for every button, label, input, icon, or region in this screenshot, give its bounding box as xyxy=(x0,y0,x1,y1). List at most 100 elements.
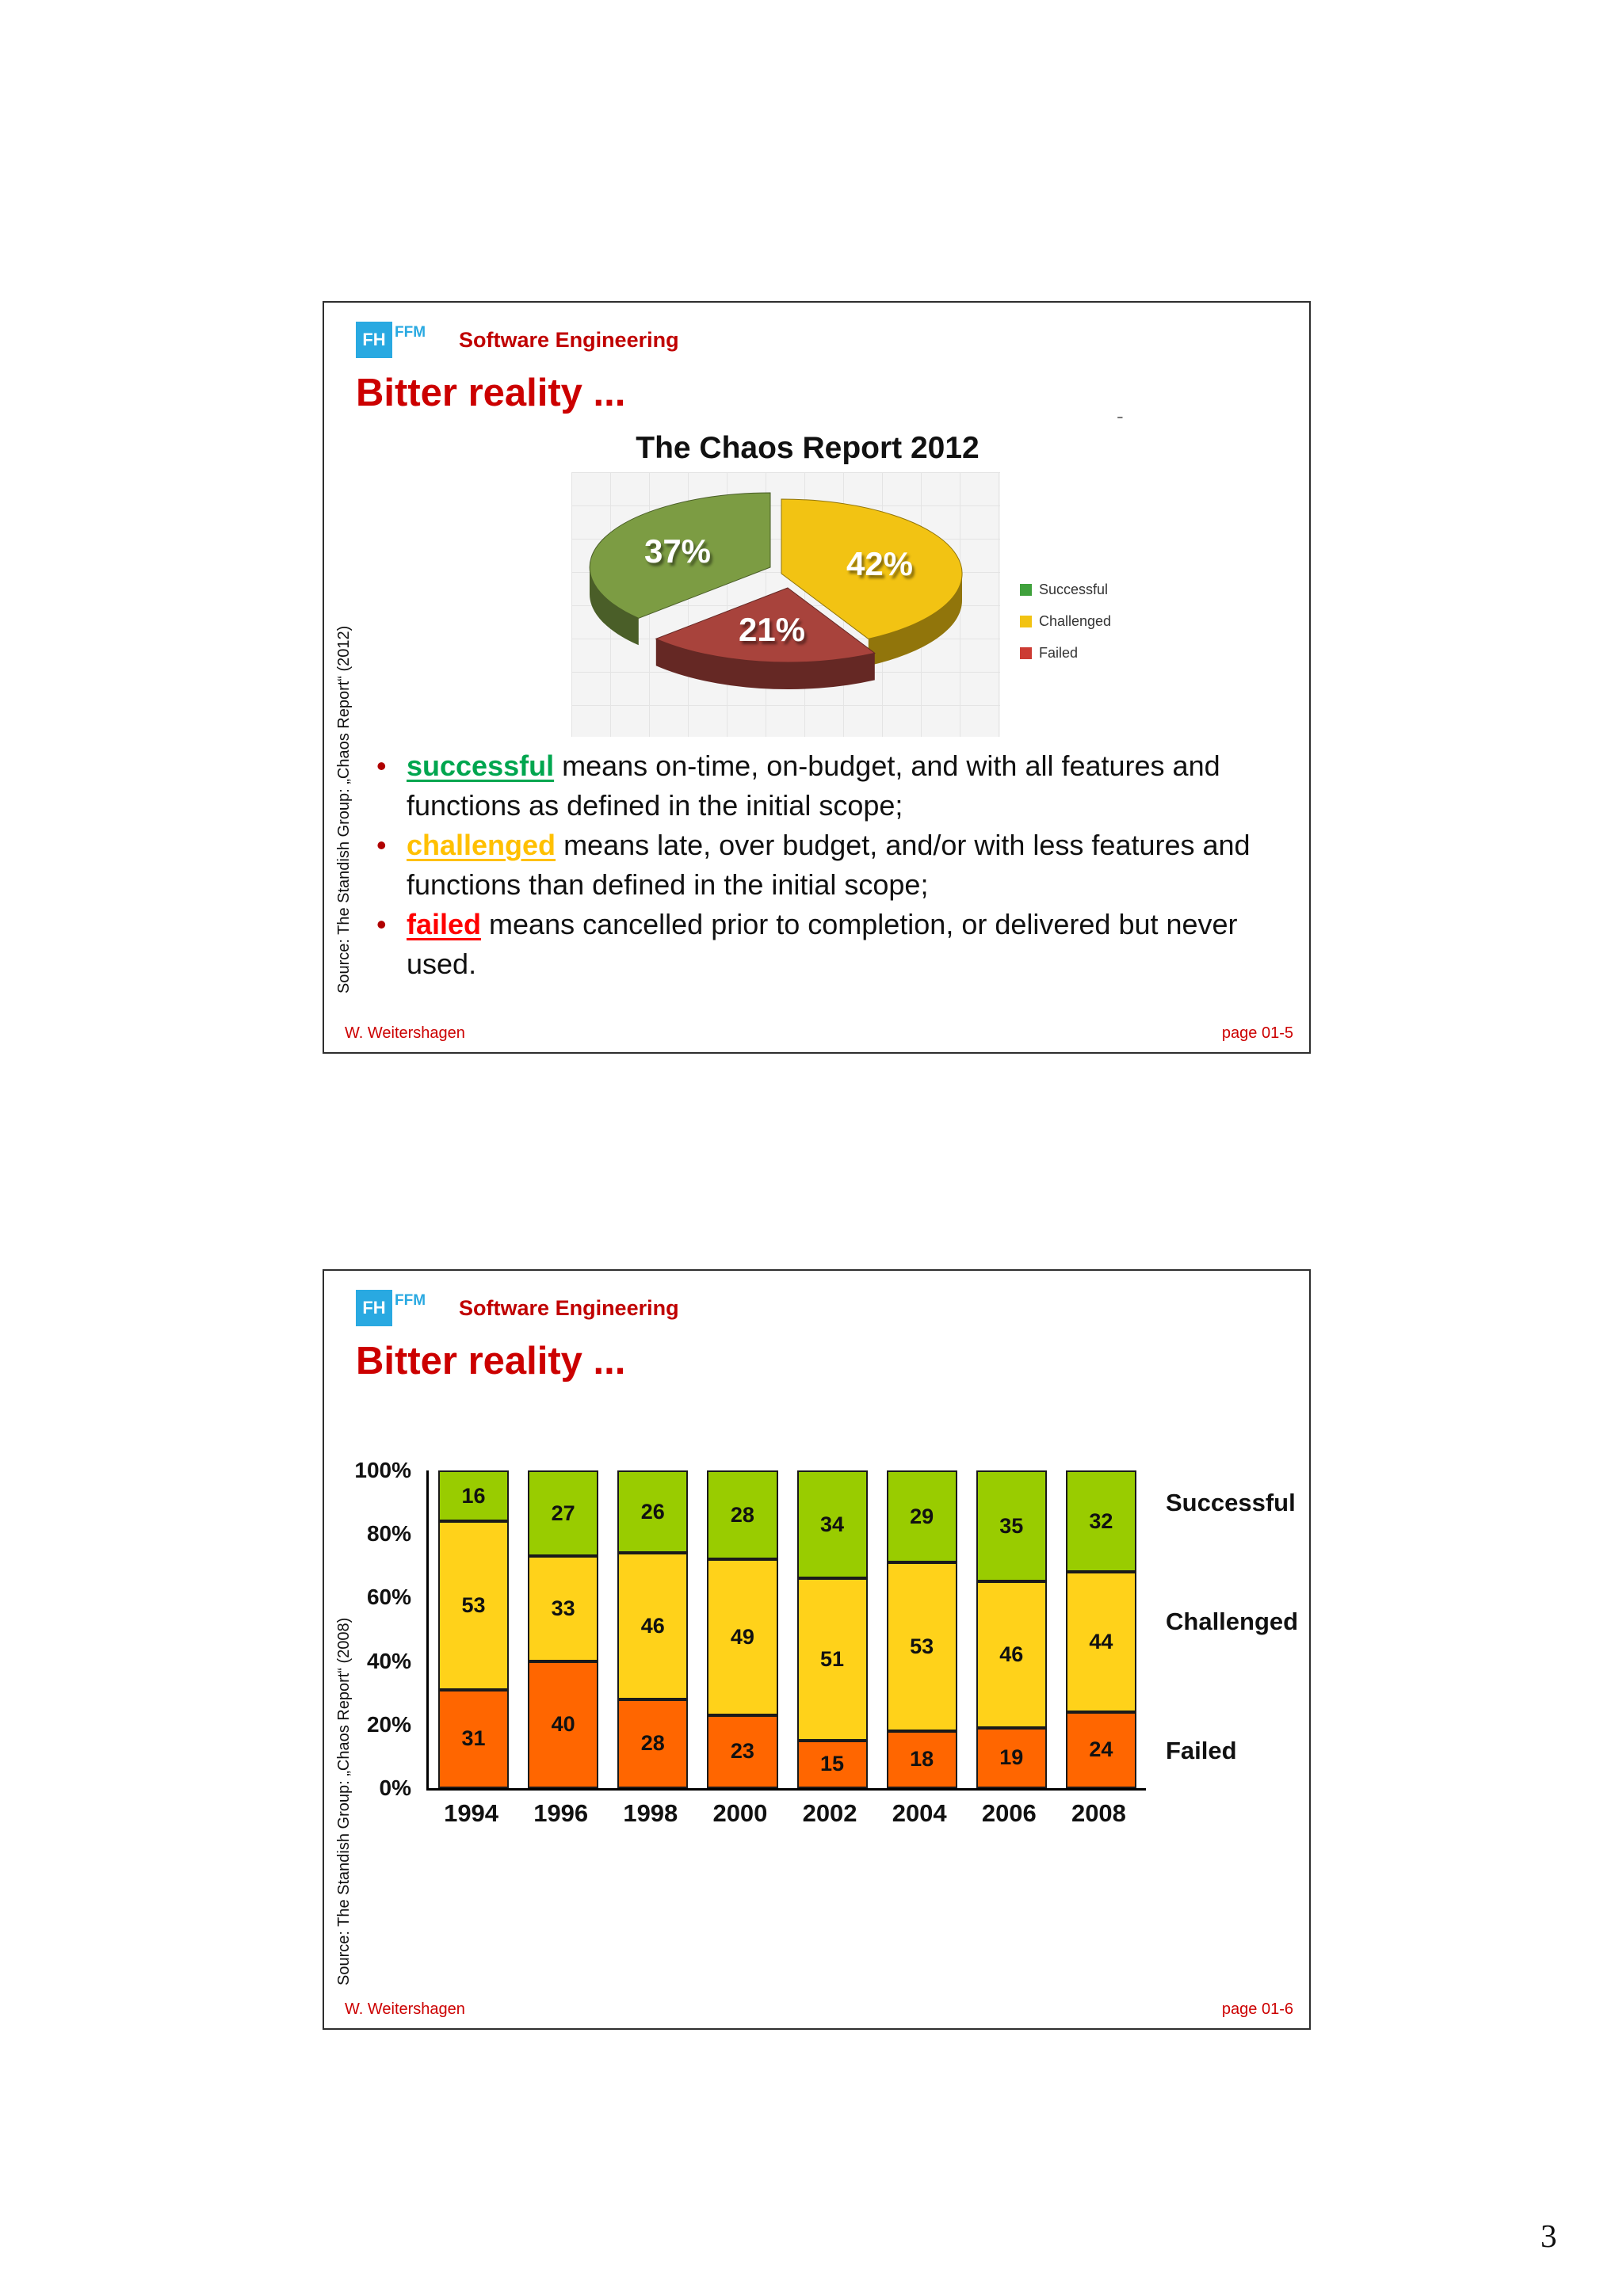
legend-label: Failed xyxy=(1039,645,1079,661)
course-name: Software Engineering xyxy=(459,327,679,352)
pie-legend: Successful Challenged Failed xyxy=(1020,582,1111,662)
bar-segment-challenged: 51 xyxy=(796,1578,868,1741)
bar-segment-challenged: 44 xyxy=(1065,1572,1136,1712)
bullet-text: means on-time, on-budget, and with all f… xyxy=(407,749,1220,822)
bar-column: 28 46 26 xyxy=(617,1470,689,1788)
logo-ffm-label: FFM xyxy=(395,1292,426,1309)
slide-1: FH FFM Software Engineering Bitter reali… xyxy=(323,301,1311,1054)
x-axis-label: 1996 xyxy=(533,1799,589,1827)
bar-column: 18 53 29 xyxy=(886,1470,957,1788)
slide-footer: W. Weitershagen page 01-6 xyxy=(345,2000,1293,2019)
x-axis-label: 2006 xyxy=(981,1799,1037,1827)
footer-author: W. Weitershagen xyxy=(345,2000,465,2018)
fh-ffm-logo: FH FFM xyxy=(356,1290,426,1326)
bar-segment-failed: 31 xyxy=(438,1689,510,1788)
series-label-challenged: Challenged xyxy=(1166,1608,1299,1635)
footer-page-number: page 01-5 xyxy=(1221,1024,1293,1042)
slide-2: FH FFM Software Engineering Bitter reali… xyxy=(323,1269,1311,2030)
bar-segment-challenged: 46 xyxy=(976,1581,1047,1728)
bar-segment-failed: 24 xyxy=(1065,1711,1136,1788)
x-axis-label: 2000 xyxy=(712,1799,768,1827)
legend-swatch-icon xyxy=(1020,584,1032,596)
bar-segment-successful: 28 xyxy=(707,1470,778,1560)
svg-text:37%: 37% xyxy=(644,532,711,570)
x-axis-label: 2008 xyxy=(1071,1799,1126,1827)
bar-plot: 31 53 16 40 33 27 28 46 26 23 49 28 15 51 34 18 53 29 19 46… xyxy=(426,1470,1146,1791)
bar-segment-successful: 16 xyxy=(438,1470,510,1522)
bullet-item: • successful means on-time, on-budget, an… xyxy=(376,746,1276,826)
legend-label: Successful xyxy=(1039,582,1109,597)
bar-segment-failed: 18 xyxy=(886,1730,957,1788)
y-axis-label: 60% xyxy=(366,1585,411,1610)
slide-title: Bitter reality ... xyxy=(356,1340,626,1383)
bar-segment-successful: 32 xyxy=(1065,1470,1136,1573)
x-axis-label: 2004 xyxy=(892,1799,947,1827)
pie-chart: 42% 21% 37% xyxy=(571,472,1000,737)
pie-chart-svg: 42% 21% 37% xyxy=(589,492,963,689)
svg-text:21%: 21% xyxy=(739,611,805,648)
legend-swatch-icon xyxy=(1020,647,1032,659)
series-labels: Successful Challenged Failed xyxy=(1166,1470,1312,1788)
series-label-failed: Failed xyxy=(1166,1737,1237,1764)
footer-author: W. Weitershagen xyxy=(345,1024,465,1042)
bar-segment-successful: 26 xyxy=(617,1470,689,1554)
bullet-text: means cancelled prior to completion, or … xyxy=(407,908,1238,980)
slide-footer: W. Weitershagen page 01-5 xyxy=(345,1024,1293,1043)
logo-ffm-label: FFM xyxy=(395,324,426,341)
slide-header: FH FFM Software Engineering xyxy=(356,1290,679,1326)
bar-segment-challenged: 53 xyxy=(886,1562,957,1731)
bar-column: 24 44 32 xyxy=(1065,1470,1136,1788)
course-name: Software Engineering xyxy=(459,1295,679,1320)
bar-segment-successful: 27 xyxy=(528,1470,599,1557)
legend-item: Failed xyxy=(1020,645,1111,662)
term-challenged: challenged xyxy=(407,829,556,861)
bar-segment-failed: 19 xyxy=(976,1727,1047,1788)
x-axis-label: 1998 xyxy=(623,1799,678,1827)
bar-segment-failed: 28 xyxy=(617,1699,689,1788)
x-axis-label: 2002 xyxy=(802,1799,857,1827)
bullet-item: • challenged means late, over budget, and… xyxy=(376,826,1276,905)
term-failed: failed xyxy=(407,908,482,940)
source-note: Source: The Standish Group: „Chaos Repor… xyxy=(335,625,353,994)
y-axis-label: 80% xyxy=(366,1521,411,1547)
series-label-successful: Successful xyxy=(1166,1489,1296,1516)
footer-page-number: page 01-6 xyxy=(1221,2000,1293,2018)
bar-column: 31 53 16 xyxy=(438,1470,510,1788)
fh-ffm-logo: FH FFM xyxy=(356,322,426,358)
y-axis-label: 20% xyxy=(366,1711,411,1737)
pie-chart-title: The Chaos Report 2012 xyxy=(636,431,980,465)
legend-label: Challenged xyxy=(1039,613,1112,629)
x-axis-label: 1994 xyxy=(444,1799,499,1827)
bar-column: 19 46 35 xyxy=(976,1470,1047,1788)
bar-segment-successful: 34 xyxy=(796,1470,868,1579)
slide-title: Bitter reality ... xyxy=(356,372,626,414)
bar-column: 40 33 27 xyxy=(528,1470,599,1788)
stray-mark: - xyxy=(1117,404,1124,428)
bar-segment-challenged: 49 xyxy=(707,1559,778,1715)
bar-segment-failed: 23 xyxy=(707,1714,778,1788)
bullet-text: means late, over budget, and/or with les… xyxy=(407,829,1251,901)
legend-item: Successful xyxy=(1020,582,1111,598)
x-axis-labels: 1994 1996 1998 2000 2002 2004 2006 2008 xyxy=(426,1799,1144,1828)
bullet-marker: • xyxy=(376,908,387,940)
bullet-marker: • xyxy=(376,749,387,782)
page-number: 3 xyxy=(1541,2218,1557,2254)
slide-header: FH FFM Software Engineering xyxy=(356,322,679,358)
term-successful: successful xyxy=(407,749,555,782)
bar-segment-challenged: 53 xyxy=(438,1521,510,1690)
bar-segment-challenged: 46 xyxy=(617,1553,689,1699)
bar-column: 15 51 34 xyxy=(796,1470,868,1788)
legend-swatch-icon xyxy=(1020,616,1032,627)
y-axis-label: 0% xyxy=(379,1775,411,1800)
svg-text:42%: 42% xyxy=(846,545,913,582)
bar-segment-failed: 40 xyxy=(528,1661,599,1788)
bar-segment-failed: 15 xyxy=(796,1740,868,1788)
bar-column: 23 49 28 xyxy=(707,1470,778,1788)
bar-segment-challenged: 33 xyxy=(528,1556,599,1661)
bar-segment-successful: 35 xyxy=(976,1470,1047,1582)
y-axis-label: 40% xyxy=(366,1648,411,1673)
bullet-marker: • xyxy=(376,829,387,861)
y-axis-labels: 0% 20% 40% 60% 80% 100% xyxy=(324,1458,418,1800)
bullet-list: • successful means on-time, on-budget, an… xyxy=(376,746,1276,984)
